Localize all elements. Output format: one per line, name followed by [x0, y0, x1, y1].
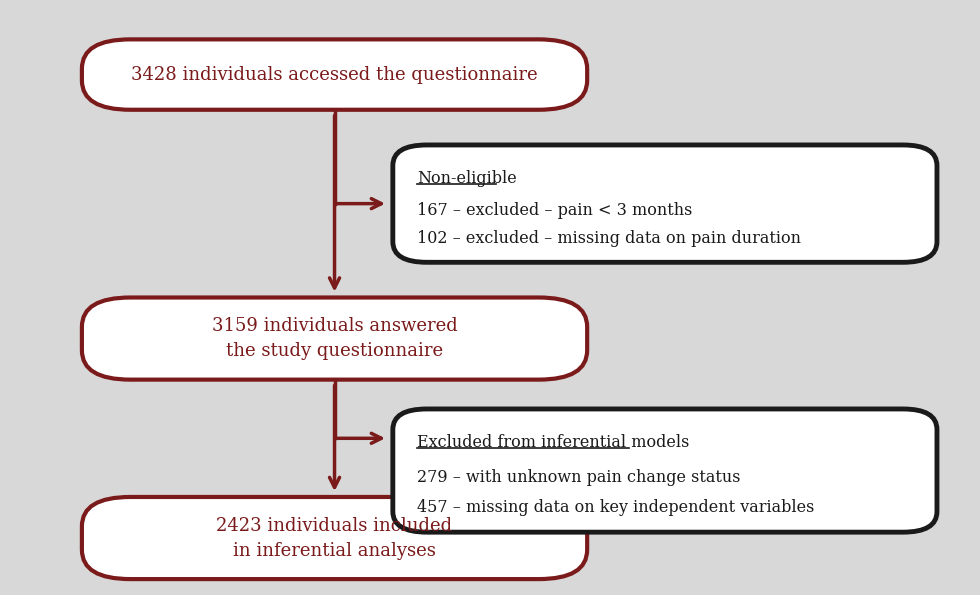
FancyBboxPatch shape	[393, 145, 937, 262]
FancyBboxPatch shape	[393, 409, 937, 532]
FancyBboxPatch shape	[82, 39, 587, 109]
Text: 102 – excluded – missing data on pain duration: 102 – excluded – missing data on pain du…	[417, 230, 801, 248]
FancyBboxPatch shape	[82, 298, 587, 380]
Text: 2423 individuals included
in inferential analyses: 2423 individuals included in inferential…	[217, 516, 453, 559]
FancyBboxPatch shape	[82, 497, 587, 579]
Text: 3159 individuals answered
the study questionnaire: 3159 individuals answered the study ques…	[212, 317, 458, 360]
Text: 457 – missing data on key independent variables: 457 – missing data on key independent va…	[417, 499, 814, 516]
Text: 279 – with unknown pain change status: 279 – with unknown pain change status	[417, 469, 741, 487]
Text: 167 – excluded – pain < 3 months: 167 – excluded – pain < 3 months	[417, 202, 693, 219]
Text: Non-eligible: Non-eligible	[417, 170, 516, 187]
Text: 3428 individuals accessed the questionnaire: 3428 individuals accessed the questionna…	[131, 65, 538, 83]
Text: Excluded from inferential models: Excluded from inferential models	[417, 434, 690, 450]
